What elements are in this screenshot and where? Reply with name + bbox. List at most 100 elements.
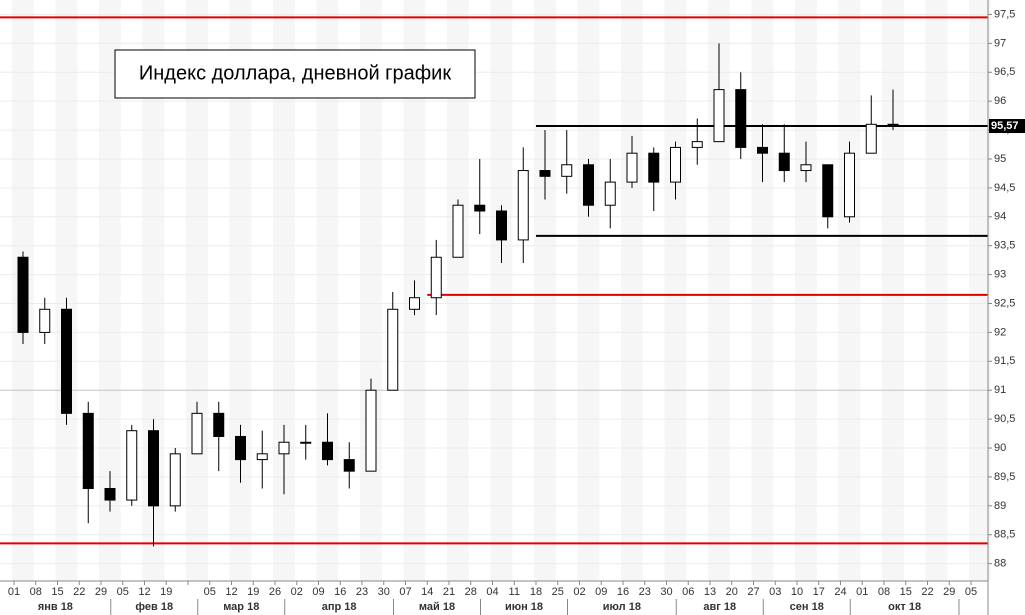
candle-body bbox=[691, 141, 703, 148]
x-tick-label: 05 bbox=[965, 586, 977, 598]
candle-body bbox=[126, 430, 138, 501]
week-band bbox=[55, 0, 78, 581]
week-band bbox=[838, 0, 861, 581]
x-tick-label: 02 bbox=[291, 586, 303, 598]
week-band bbox=[316, 0, 339, 581]
week-band bbox=[882, 0, 904, 581]
x-tick-label: 05 bbox=[117, 586, 129, 598]
y-tick-label: 97,5 bbox=[994, 8, 1015, 20]
week-band bbox=[925, 0, 948, 581]
candle-body bbox=[844, 152, 855, 218]
x-tick-label: 07 bbox=[399, 586, 411, 598]
x-tick-label: 27 bbox=[747, 586, 759, 598]
y-tick-label: 91,5 bbox=[994, 355, 1015, 367]
month-label: сен 18 bbox=[790, 601, 824, 613]
title-box bbox=[114, 49, 476, 99]
week-band bbox=[490, 0, 513, 581]
month-label: апр 18 bbox=[322, 601, 357, 613]
candle-body bbox=[604, 181, 616, 206]
week-band bbox=[273, 0, 295, 581]
x-tick-label: 29 bbox=[943, 586, 955, 598]
candle-body bbox=[757, 146, 768, 154]
candle-body bbox=[213, 412, 225, 437]
month-label: июл 18 bbox=[603, 601, 641, 613]
x-tick-label: 25 bbox=[552, 586, 564, 598]
x-tick-label: 06 bbox=[682, 586, 694, 598]
plot bbox=[0, 16, 988, 547]
x-tick-label: 08 bbox=[30, 586, 42, 598]
x-tick-label: 03 bbox=[769, 586, 781, 598]
candle-body bbox=[387, 308, 399, 391]
y-tick-label: 89 bbox=[994, 500, 1006, 512]
x-tick-label: 16 bbox=[334, 586, 346, 598]
x-tick-label: 15 bbox=[900, 586, 912, 598]
candle-body bbox=[148, 430, 159, 507]
candle-body bbox=[778, 152, 790, 172]
candle-body bbox=[430, 256, 442, 299]
y-tick-label: 94,5 bbox=[994, 182, 1015, 194]
candle-body bbox=[39, 308, 51, 333]
week-band bbox=[99, 0, 121, 581]
x-tick-label: 30 bbox=[660, 586, 672, 598]
y-tick-label: 90,5 bbox=[994, 413, 1015, 425]
x-tick-label: 12 bbox=[138, 586, 150, 598]
week-band bbox=[621, 0, 643, 581]
x-tick-label: 01 bbox=[856, 586, 868, 598]
candle-body bbox=[300, 441, 312, 444]
y-tick-label: 92 bbox=[994, 326, 1006, 338]
x-tick-label: 09 bbox=[595, 586, 607, 598]
candle-body bbox=[517, 170, 529, 241]
month-label: фев 18 bbox=[135, 601, 173, 613]
month-label: янв 18 bbox=[38, 601, 73, 613]
price-label: 95,57 bbox=[991, 120, 1019, 132]
candle-body bbox=[865, 123, 877, 154]
y-tick-label: 92,5 bbox=[994, 297, 1015, 309]
y-tick-label: 97 bbox=[994, 37, 1006, 49]
x-tick-label: 20 bbox=[726, 586, 738, 598]
candle-body bbox=[322, 441, 333, 461]
y-tick-label: 90 bbox=[994, 442, 1006, 454]
y-tick-label: 89,5 bbox=[994, 471, 1015, 483]
candle-body bbox=[474, 204, 486, 212]
x-tick-label: 04 bbox=[486, 586, 498, 598]
candle-body bbox=[17, 256, 29, 333]
candle-body bbox=[82, 412, 94, 490]
x-tick-label: 30 bbox=[378, 586, 390, 598]
x-tick-label: 02 bbox=[573, 586, 585, 598]
candle-body bbox=[887, 123, 899, 127]
x-tick-label: 08 bbox=[878, 586, 890, 598]
week-band bbox=[534, 0, 556, 581]
candle-body bbox=[343, 459, 355, 472]
month-label: мар 18 bbox=[223, 601, 259, 613]
candle-body bbox=[256, 453, 268, 461]
x-tick-label: 09 bbox=[312, 586, 324, 598]
x-tick-label: 12 bbox=[225, 586, 237, 598]
candle-body bbox=[365, 389, 377, 472]
x-tick-label: 17 bbox=[813, 586, 825, 598]
y-tick-label: 91 bbox=[994, 384, 1006, 396]
y-tick-label: 94 bbox=[994, 211, 1006, 223]
candle-body bbox=[713, 89, 725, 143]
x-tick-label: 29 bbox=[95, 586, 107, 598]
y-tick-label: 93 bbox=[994, 269, 1006, 281]
y-tick-label: 88 bbox=[994, 558, 1006, 570]
x-tick-label: 19 bbox=[247, 586, 259, 598]
week-band bbox=[751, 0, 774, 581]
candle-body bbox=[735, 89, 747, 148]
x-tick-label: 15 bbox=[51, 586, 63, 598]
x-tick-label: 13 bbox=[704, 586, 716, 598]
candle-body bbox=[583, 164, 594, 206]
candle-body bbox=[561, 164, 573, 177]
candle-body bbox=[496, 210, 507, 241]
y-tick-label: 96 bbox=[994, 95, 1006, 107]
x-tick-label: 24 bbox=[834, 586, 846, 598]
y-tick-label: 88,5 bbox=[994, 529, 1015, 541]
week-band bbox=[969, 0, 991, 581]
candle-body bbox=[626, 152, 638, 183]
y-tick-label: 93,5 bbox=[994, 240, 1015, 252]
candle-body bbox=[191, 412, 203, 455]
week-band bbox=[708, 0, 730, 581]
candle-body bbox=[670, 146, 681, 183]
